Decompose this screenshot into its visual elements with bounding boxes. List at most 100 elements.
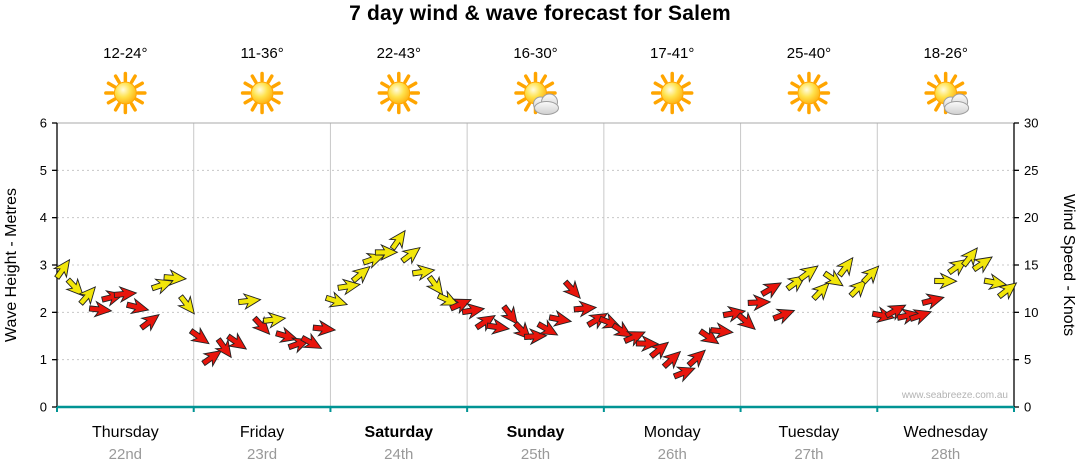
wave-tick-label: 1 [40,352,47,367]
wind-tick-label: 10 [1024,305,1038,320]
sun-ray [676,74,684,84]
sun-ray [516,81,527,89]
sun-ray [676,102,684,112]
sun-disc [797,81,821,105]
sun-icon [787,71,831,115]
sun-ray [113,102,121,112]
wind-arrow [672,366,696,383]
wind-arrow [710,322,734,340]
sun-ray [250,102,258,112]
sun-ray [653,81,664,89]
date-label: 25th [521,446,550,463]
sun-cloud-icon [924,71,970,115]
cloud-icon [533,93,559,115]
wind-arrow [983,273,1008,290]
day-label: Thursday [92,424,159,441]
wind-arrow [312,319,337,337]
sun-ray [660,74,668,84]
sun-ray [271,81,281,89]
chart-title: 7 day wind & wave forecast for Salem [349,2,731,25]
sun-ray [950,74,958,84]
sun-ray [934,102,942,112]
sun-ray [243,97,253,105]
wave-axis-label: Wave Height - Metres [3,188,20,342]
wind-arrow [736,311,756,330]
wind-arrow [698,326,720,345]
sun-ray [544,81,555,89]
wind-arrow [411,264,436,282]
day-label: Wednesday [904,424,988,441]
sun-ray [681,81,691,89]
wind-arrow [573,300,598,318]
sun-ray [927,81,937,89]
wind-arrow [214,337,232,359]
wind-tick-label: 15 [1024,258,1038,273]
wind-arrow [201,350,223,368]
wind-arrow [934,272,958,290]
wind-arrow [810,282,830,302]
wind-arrow [65,277,84,297]
sun-ray [934,74,942,84]
wind-arrow [139,314,160,332]
wind-arrow [500,304,518,325]
temp-label: 25-40° [787,45,831,62]
sun-ray [954,81,965,89]
wind-arrow [449,298,472,315]
wind-arrow [374,243,399,261]
wave-tick-label: 4 [40,210,47,225]
wind-arrow [548,309,573,327]
wind-axis-label: Wind Speed - Knots [1060,194,1077,336]
temp-label: 17-41° [650,45,694,62]
wind-arrow [835,256,854,278]
sun-ray [403,74,411,84]
wave-tick-label: 0 [40,400,47,415]
temp-label: 16-30° [513,45,557,62]
sun-ray [813,74,821,84]
sun-ray [106,97,117,105]
date-label: 26th [658,446,687,463]
wind-arrow [648,341,670,360]
sun-ray [271,97,281,105]
wind-arrow [251,315,271,335]
wind-arrow [623,331,646,347]
sun-icon [650,71,694,115]
temp-label: 22-43° [377,45,421,62]
wind-arrow [959,247,978,268]
sun-ray [250,74,258,84]
wind-arrow [871,306,896,323]
wind-arrow [188,326,210,345]
wind-arrow [176,294,195,315]
sun-ray [818,97,828,105]
sun-ray [266,102,274,112]
wind-arrow [150,278,175,295]
wind-arrow [88,300,113,318]
wind-arrow [686,349,706,369]
sun-ray [927,97,937,105]
wind-arrow [562,279,581,300]
wind-arrow [275,326,299,343]
sun-disc [387,81,411,105]
sun-ray [106,81,117,89]
wind-arrow [388,229,406,251]
wind-arrow [523,328,548,346]
sun-ray [540,74,547,84]
wind-arrow [996,282,1018,301]
wind-arrow [797,265,819,284]
wind-arrow [425,274,444,296]
wind-arrow [536,319,559,336]
sun-ray [813,102,821,112]
wave-tick-label: 3 [40,258,47,273]
sun-ray [266,74,274,84]
temp-label: 12-24° [103,45,147,62]
sun-ray [681,97,691,105]
sun-ray [797,102,805,112]
sun-ray [790,97,800,105]
temp-label: 18-26° [923,45,967,62]
wind-arrow [461,302,486,320]
wind-arrow [113,285,138,304]
wind-arrow [362,252,386,270]
day-label: Friday [240,424,284,441]
cloud-icon [943,93,970,115]
wind-tick-label: 0 [1024,400,1031,415]
wind-arrow [163,269,188,287]
